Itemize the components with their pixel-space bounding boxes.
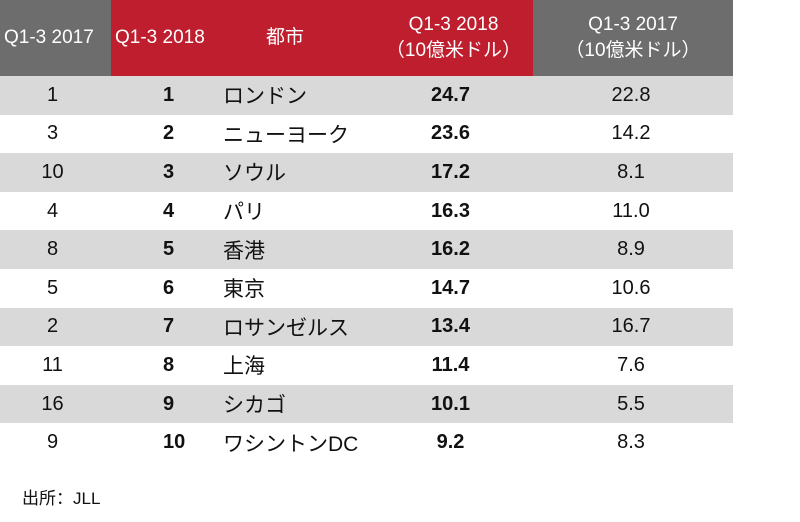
value-2017-cell: 22.8 bbox=[533, 76, 733, 115]
value-2018-cell: 23.6 bbox=[374, 114, 533, 154]
rank-2018-cell: 8 bbox=[111, 346, 218, 385]
value-2018-cell: 16.3 bbox=[374, 191, 533, 231]
value-2017-cell: 8.9 bbox=[533, 230, 733, 269]
rank-2017-cell: 10 bbox=[0, 153, 111, 192]
table-row: 2 7 ロサンゼルス 13.4 16.7 bbox=[0, 307, 733, 347]
city-cell: ニューヨーク bbox=[218, 114, 374, 154]
value-2017-cell: 14.2 bbox=[533, 114, 733, 154]
table-row: 5 6 東京 14.7 10.6 bbox=[0, 268, 733, 308]
value-2018-cell: 24.7 bbox=[374, 76, 533, 115]
city-cell: ロンドン bbox=[218, 76, 374, 115]
city-cell: 香港 bbox=[218, 230, 374, 269]
source-note: 出所：JLL bbox=[22, 489, 101, 508]
rank-2017-cell: 4 bbox=[0, 191, 111, 231]
header-rank-2018: Q1-3 2018 bbox=[111, 0, 218, 76]
rank-2017-cell: 1 bbox=[0, 76, 111, 115]
rank-2018-cell: 3 bbox=[111, 153, 218, 192]
rank-2018-cell: 6 bbox=[111, 268, 218, 308]
header-value-2017: Q1-3 2017 （10億米ドル） bbox=[533, 0, 733, 76]
value-2017-cell: 16.7 bbox=[533, 307, 733, 347]
header-value-2017-line1: Q1-3 2017 bbox=[588, 14, 678, 35]
value-2017-cell: 5.5 bbox=[533, 384, 733, 424]
header-city: 都市 bbox=[218, 0, 374, 76]
header-value-2017-line2: （10億米ドル） bbox=[565, 40, 701, 61]
rank-2018-cell: 7 bbox=[111, 307, 218, 347]
value-2018-cell: 16.2 bbox=[374, 230, 533, 269]
value-2018-cell: 11.4 bbox=[374, 346, 533, 385]
header-value-2018-line1: Q1-3 2018 bbox=[408, 14, 499, 35]
table-row: 9 10 ワシントンDC 9.2 8.3 bbox=[0, 423, 733, 462]
rank-2018-cell: 1 bbox=[111, 76, 218, 115]
rank-2017-cell: 3 bbox=[0, 114, 111, 154]
rank-2018-cell: 4 bbox=[111, 191, 218, 231]
table-body: 1 1 ロンドン 24.7 22.8 3 2 ニューヨーク 23.6 14.2 … bbox=[0, 76, 733, 462]
rank-2017-cell: 16 bbox=[0, 384, 111, 424]
city-cell: 上海 bbox=[218, 346, 374, 385]
table-row: 10 3 ソウル 17.2 8.1 bbox=[0, 153, 733, 192]
header-rank-2017: Q1-3 2017 bbox=[0, 0, 111, 76]
rank-2017-cell: 11 bbox=[0, 346, 111, 385]
rank-2018-cell: 10 bbox=[111, 423, 218, 462]
ranking-table: Q1-3 2017 Q1-3 2018 都市 Q1-3 2018 （10億米ドル… bbox=[0, 0, 733, 462]
city-cell: 東京 bbox=[218, 268, 374, 308]
value-2017-cell: 8.1 bbox=[533, 153, 733, 192]
table-row: 4 4 パリ 16.3 11.0 bbox=[0, 191, 733, 231]
header-value-2018-line2: （10億米ドル） bbox=[385, 40, 522, 61]
rank-2017-cell: 8 bbox=[0, 230, 111, 269]
value-2017-cell: 10.6 bbox=[533, 268, 733, 308]
value-2017-cell: 7.6 bbox=[533, 346, 733, 385]
value-2018-cell: 14.7 bbox=[374, 268, 533, 308]
table-row: 3 2 ニューヨーク 23.6 14.2 bbox=[0, 114, 733, 154]
city-cell: パリ bbox=[218, 191, 374, 231]
value-2017-cell: 8.3 bbox=[533, 423, 733, 462]
table-header: Q1-3 2017 Q1-3 2018 都市 Q1-3 2018 （10億米ドル… bbox=[0, 0, 733, 76]
rank-2017-cell: 2 bbox=[0, 307, 111, 347]
city-cell: シカゴ bbox=[218, 384, 374, 424]
value-2018-cell: 13.4 bbox=[374, 307, 533, 347]
value-2018-cell: 9.2 bbox=[374, 423, 533, 462]
table-row: 8 5 香港 16.2 8.9 bbox=[0, 230, 733, 269]
table-row: 16 9 シカゴ 10.1 5.5 bbox=[0, 384, 733, 424]
city-cell: ロサンゼルス bbox=[218, 307, 374, 347]
rank-2017-cell: 9 bbox=[0, 423, 111, 462]
table-row: 1 1 ロンドン 24.7 22.8 bbox=[0, 76, 733, 115]
value-2018-cell: 10.1 bbox=[374, 384, 533, 424]
value-2017-cell: 11.0 bbox=[533, 191, 733, 231]
city-cell: ソウル bbox=[218, 153, 374, 192]
table-row: 11 8 上海 11.4 7.6 bbox=[0, 346, 733, 385]
header-value-2018: Q1-3 2018 （10億米ドル） bbox=[374, 0, 533, 76]
rank-2017-cell: 5 bbox=[0, 268, 111, 308]
value-2018-cell: 17.2 bbox=[374, 153, 533, 192]
rank-2018-cell: 5 bbox=[111, 230, 218, 269]
rank-2018-cell: 2 bbox=[111, 114, 218, 154]
rank-2018-cell: 9 bbox=[111, 384, 218, 424]
city-cell: ワシントンDC bbox=[218, 423, 374, 462]
